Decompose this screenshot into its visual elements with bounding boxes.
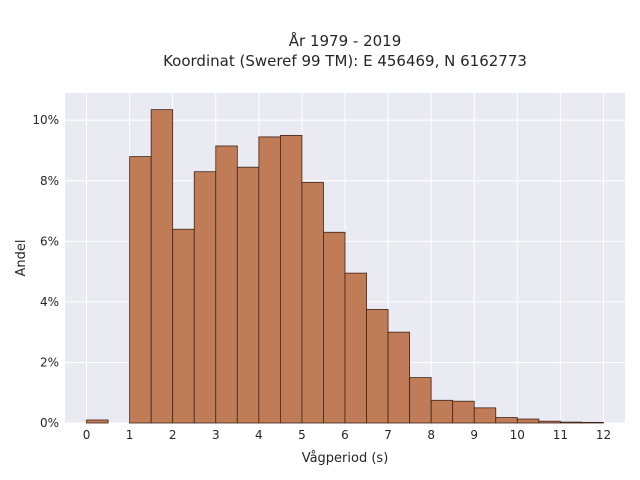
chart-title-line-2: Koordinat (Sweref 99 TM): E 456469, N 61… xyxy=(163,52,527,70)
y-tick-label: 8% xyxy=(40,174,59,188)
x-tick-label: 4 xyxy=(255,428,263,442)
x-tick-label: 6 xyxy=(341,428,349,442)
chart-title-line-1: År 1979 - 2019 xyxy=(289,31,402,50)
histogram-bar xyxy=(172,228,195,424)
histogram-bar xyxy=(495,417,518,424)
x-tick-label: 9 xyxy=(470,428,478,442)
histogram-bar xyxy=(387,331,411,424)
histogram-bar xyxy=(516,418,540,424)
histogram-bar xyxy=(215,145,238,424)
histogram-bar xyxy=(86,419,109,424)
histogram-bar xyxy=(559,421,583,424)
y-tick-label: 2% xyxy=(40,355,59,369)
x-tick-label: 1 xyxy=(126,428,134,442)
histogram-bar xyxy=(452,400,475,424)
histogram-bar xyxy=(409,377,432,424)
histogram-bar xyxy=(150,109,174,424)
x-tick-label: 5 xyxy=(298,428,306,442)
histogram-bar xyxy=(366,309,389,424)
x-axis-label: Vågperiod (s) xyxy=(302,451,389,466)
y-axis-label: Andel xyxy=(14,240,29,277)
histogram-bar xyxy=(323,231,346,424)
histogram-bar xyxy=(236,166,260,424)
histogram-bar xyxy=(193,171,217,424)
bars xyxy=(86,109,604,424)
x-tick-label: 10 xyxy=(510,428,525,442)
y-axis-ticks: 0% 2% 4% 6% 8% 10% xyxy=(32,113,59,430)
histogram-bar xyxy=(301,181,324,424)
histogram-bar xyxy=(473,407,497,424)
y-tick-label: 4% xyxy=(40,295,59,309)
x-tick-label: 11 xyxy=(553,428,568,442)
x-axis-ticks: 0 1 2 3 4 5 6 7 8 9 10 11 12 xyxy=(83,428,611,442)
x-tick-label: 12 xyxy=(596,428,611,442)
x-tick-label: 7 xyxy=(384,428,392,442)
y-tick-label: 0% xyxy=(40,416,59,430)
x-tick-label: 3 xyxy=(212,428,220,442)
histogram-bar xyxy=(279,134,303,424)
x-tick-label: 8 xyxy=(427,428,435,442)
histogram-bar xyxy=(129,156,152,424)
x-tick-label: 2 xyxy=(169,428,177,442)
histogram-bar xyxy=(344,272,367,424)
histogram-bar xyxy=(538,420,561,424)
y-tick-label: 6% xyxy=(40,234,59,248)
histogram-bar xyxy=(581,421,604,424)
histogram-bar xyxy=(258,136,281,424)
y-tick-label: 10% xyxy=(32,113,59,127)
x-tick-label: 0 xyxy=(83,428,91,442)
histogram-bar xyxy=(430,399,454,424)
